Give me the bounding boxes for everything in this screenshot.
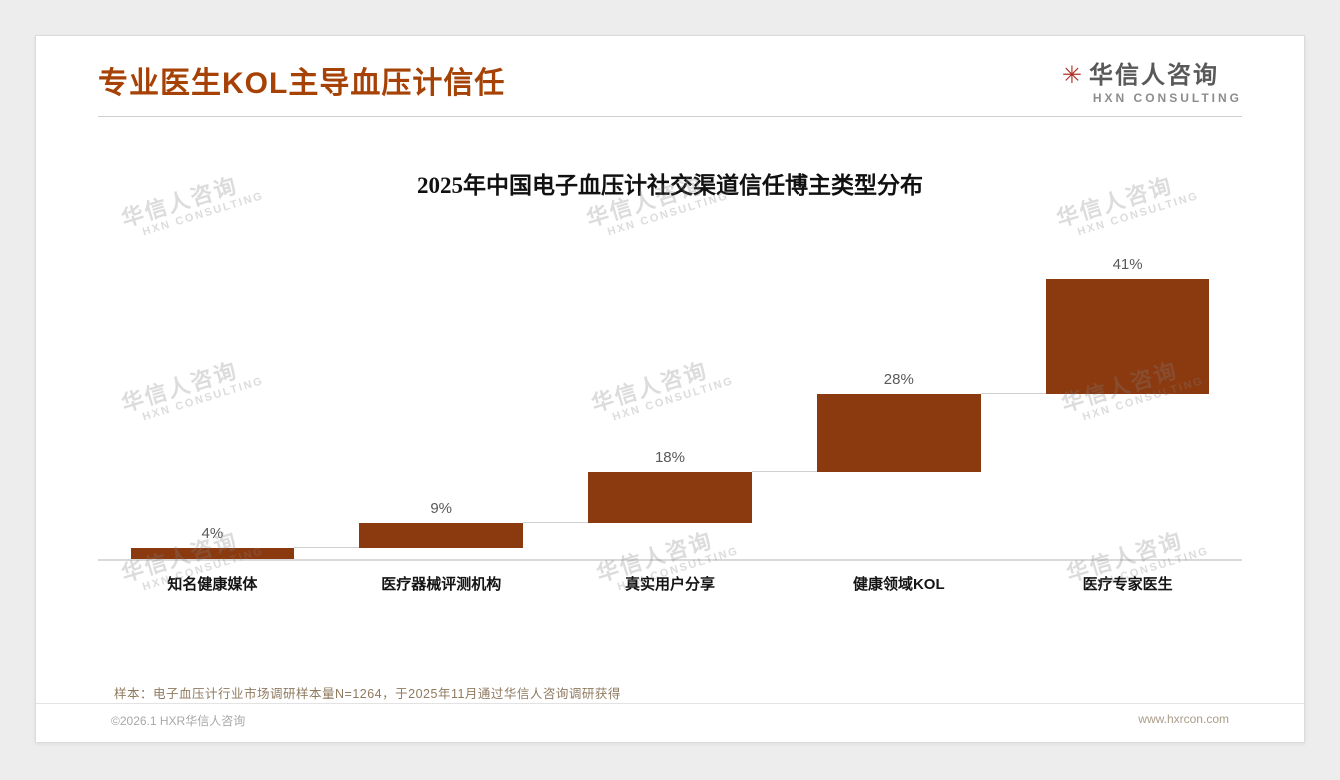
slide-card: 专业医生KOL主导血压计信任 ✳ 华信人咨询 HXN CONSULTING 20… <box>35 35 1305 743</box>
bar <box>588 472 752 523</box>
brand-subtitle: HXN CONSULTING <box>1092 91 1242 105</box>
slide-content: 专业医生KOL主导血压计信任 ✳ 华信人咨询 HXN CONSULTING 20… <box>36 36 1304 742</box>
connector-line <box>751 471 817 473</box>
category-label: 知名健康媒体 <box>167 576 258 593</box>
category-label: 医疗专家医生 <box>1082 576 1173 593</box>
bar <box>817 393 981 473</box>
waterfall-chart: 4% 9% 18% 28% 41% <box>98 256 1242 561</box>
connector-line <box>294 546 360 548</box>
copyright-text: ©2026.1 HXR华信人咨询 <box>111 714 246 728</box>
bar <box>130 547 295 559</box>
website-url: www.hxrcon.com <box>1138 712 1229 726</box>
header-divider <box>98 116 1242 117</box>
value-label: 41% <box>1112 256 1143 273</box>
header: 专业医生KOL主导血压计信任 ✳ 华信人咨询 HXN CONSULTING <box>98 36 1242 105</box>
brand-asterisk-icon: ✳ <box>1061 62 1082 89</box>
category-label: 医疗器械评测机构 <box>381 576 502 593</box>
chart-title: 2025年中国电子血压计社交渠道信任博主类型分布 <box>417 173 923 198</box>
category-axis: 知名健康媒体 医疗器械评测机构 真实用户分享 健康领域KOL 医疗专家医生 <box>98 573 1242 594</box>
sample-note: 样本：电子血压计行业市场调研样本量N=1264，于2025年11月通过华信人咨询… <box>114 687 621 701</box>
bar <box>359 522 523 548</box>
page-title: 专业医生KOL主导血压计信任 <box>98 67 506 100</box>
category-label: 健康领域KOL <box>852 576 945 593</box>
category-label: 真实用户分享 <box>624 576 715 593</box>
footer: ©2026.1 HXR华信人咨询 www.hxrcon.com <box>36 703 1304 742</box>
connector-line <box>522 521 589 523</box>
connector-line <box>980 392 1046 394</box>
value-label: 4% <box>201 524 224 542</box>
value-label: 9% <box>430 499 453 517</box>
brand-name: 华信人咨询 <box>1089 62 1219 89</box>
value-label: 28% <box>883 370 914 388</box>
brand-logo: ✳ 华信人咨询 HXN CONSULTING <box>1061 62 1242 105</box>
bar <box>1045 279 1210 394</box>
value-label: 18% <box>654 449 685 467</box>
